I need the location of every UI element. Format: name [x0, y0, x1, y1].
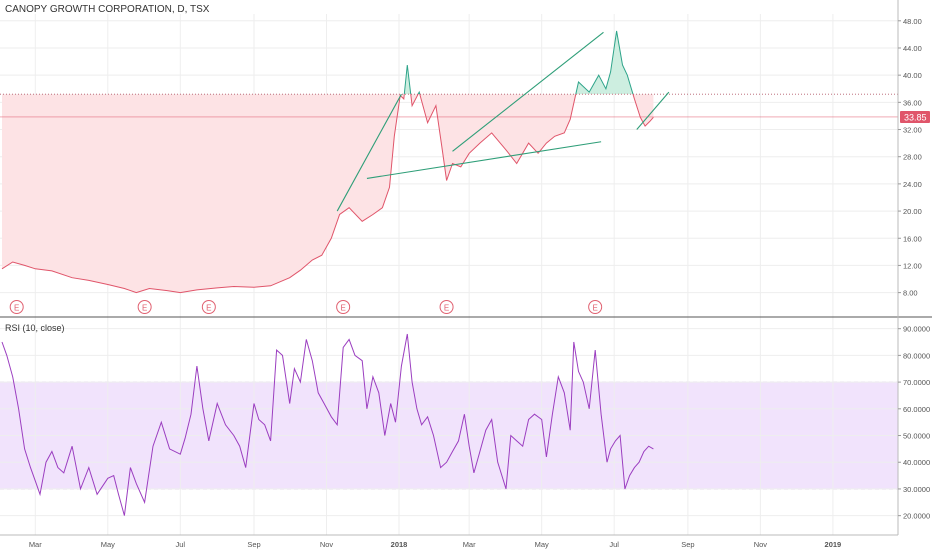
price-tick-label: 40.00 — [903, 71, 922, 80]
x-tick-label: Nov — [320, 540, 334, 549]
trendline — [636, 91, 670, 130]
x-tick-label: Jul — [609, 540, 619, 549]
rsi-tick-label: 80.0000 — [903, 351, 930, 360]
x-tick-label: Mar — [29, 540, 42, 549]
price-tick-label: 24.00 — [903, 180, 922, 189]
price-line-above — [403, 30, 634, 95]
x-tick-label: Nov — [754, 540, 768, 549]
rsi-tick-label: 70.0000 — [903, 378, 930, 387]
price-tick-label: 28.00 — [903, 153, 922, 162]
price-tick-label: 20.00 — [903, 207, 922, 216]
earnings-marker — [137, 300, 152, 314]
rsi-tick-label: 40.0000 — [903, 458, 930, 467]
trendline — [452, 31, 604, 152]
price-tick-label: 8.00 — [903, 289, 918, 298]
rsi-tick-label: 30.0000 — [903, 485, 930, 494]
earnings-marker — [588, 300, 603, 314]
trendline — [366, 141, 602, 179]
rsi-title: RSI (10, close) — [5, 323, 65, 333]
earnings-marker-label: E — [444, 304, 449, 313]
x-tick-label: 2019 — [825, 540, 842, 549]
price-fill-below — [2, 94, 654, 293]
earnings-marker — [336, 300, 351, 314]
x-tick-label: Jul — [176, 540, 186, 549]
earnings-marker-label: E — [592, 304, 597, 313]
price-fill-above — [404, 31, 633, 95]
earnings-marker-label: E — [206, 304, 211, 313]
x-tick-label: Sep — [681, 540, 694, 549]
price-line-below — [1, 94, 654, 294]
x-tick-label: Mar — [463, 540, 476, 549]
rsi-tick-label: 50.0000 — [903, 432, 930, 441]
x-tick-label: Sep — [247, 540, 260, 549]
rsi-tick-label: 20.0000 — [903, 512, 930, 521]
earnings-marker — [201, 300, 216, 314]
rsi-tick-label: 60.0000 — [903, 405, 930, 414]
x-tick-label: May — [101, 540, 115, 549]
last-price-badge — [900, 110, 930, 123]
earnings-marker-label: E — [340, 304, 345, 313]
last-price-label: 33.85 — [904, 112, 927, 122]
x-tick-label: May — [535, 540, 549, 549]
rsi-tick-label: 90.0000 — [903, 325, 930, 334]
earnings-marker — [9, 300, 24, 314]
price-tick-label: 32.00 — [903, 126, 922, 135]
x-tick-label: 2018 — [391, 540, 408, 549]
price-tick-label: 48.00 — [903, 17, 922, 26]
price-tick-label: 16.00 — [903, 234, 922, 243]
price-tick-label: 44.00 — [903, 44, 922, 53]
earnings-marker-label: E — [14, 304, 19, 313]
chart-title: CANOPY GROWTH CORPORATION, D, TSX — [5, 4, 210, 15]
rsi-line — [1, 333, 654, 516]
earnings-marker-label: E — [142, 304, 147, 313]
trendline — [336, 93, 402, 212]
price-tick-label: 36.00 — [903, 98, 922, 107]
price-tick-label: 12.00 — [903, 261, 922, 270]
earnings-marker — [439, 300, 454, 314]
